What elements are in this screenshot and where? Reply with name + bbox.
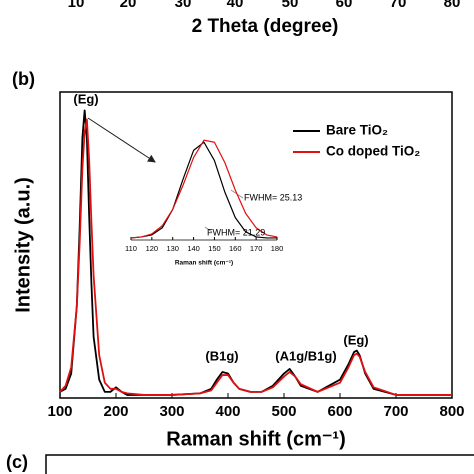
x-axis-label: Raman shift (cm⁻¹) bbox=[166, 428, 345, 450]
panel-label: (b) bbox=[12, 69, 35, 89]
x-tick-label: 140 bbox=[187, 244, 200, 253]
x-tick-label: 600 bbox=[327, 403, 352, 420]
x-tick-label: 170 bbox=[250, 244, 263, 253]
x-tick-label: 200 bbox=[103, 403, 128, 420]
prev-x-tick-label: 70 bbox=[390, 0, 407, 11]
x-tick-label: 150 bbox=[208, 244, 221, 253]
x-tick-label: 300 bbox=[159, 403, 184, 420]
prev-x-tick-label: 30 bbox=[175, 0, 192, 11]
legend-label: Co doped TiO₂ bbox=[326, 144, 420, 159]
annotation: FWHM= 25.13 bbox=[244, 192, 302, 202]
annotation: (B1g) bbox=[205, 348, 238, 363]
legend-label: Bare TiO₂ bbox=[326, 123, 388, 138]
x-tick-label: 100 bbox=[47, 403, 72, 420]
x-tick-label: 110 bbox=[125, 244, 137, 253]
series-line bbox=[59, 109, 452, 396]
x-tick-label: 130 bbox=[166, 244, 179, 253]
x-tick-label: 800 bbox=[439, 403, 464, 420]
arrow bbox=[87, 117, 156, 163]
x-tick-label: 160 bbox=[229, 244, 242, 253]
prev-x-tick-label: 10 bbox=[68, 0, 85, 11]
annotation: (A1g/B1g) bbox=[275, 348, 336, 363]
x-tick-label: 500 bbox=[271, 403, 296, 420]
series-line bbox=[130, 141, 277, 239]
prev-x-tick-label: 40 bbox=[227, 0, 244, 11]
series-line bbox=[59, 118, 452, 396]
next-panel-frame bbox=[45, 454, 474, 474]
panel-label: (c) bbox=[6, 452, 28, 472]
inset-x-label: Raman shift (cm⁻¹) bbox=[175, 260, 233, 267]
annotation: (Eg) bbox=[343, 332, 368, 347]
x-tick-label: 400 bbox=[215, 403, 240, 420]
leader bbox=[204, 226, 213, 233]
prev-x-tick-label: 60 bbox=[336, 0, 353, 11]
x-tick-label: 700 bbox=[383, 403, 408, 420]
annotation: FWHM= 21.29 bbox=[207, 227, 265, 237]
prev-x-tick-label: 50 bbox=[282, 0, 299, 11]
plot-frame bbox=[59, 91, 453, 399]
series-line bbox=[130, 139, 278, 239]
y-axis-label: Intensity (a.u.) bbox=[12, 177, 34, 313]
x-tick-label: 180 bbox=[271, 244, 284, 253]
prev-x-tick-label: 80 bbox=[444, 0, 461, 11]
prev-x-label: 2 Theta (degree) bbox=[192, 16, 339, 37]
prev-x-tick-label: 20 bbox=[120, 0, 137, 11]
x-tick-label: 120 bbox=[146, 244, 159, 253]
annotation: (Eg) bbox=[73, 91, 98, 106]
